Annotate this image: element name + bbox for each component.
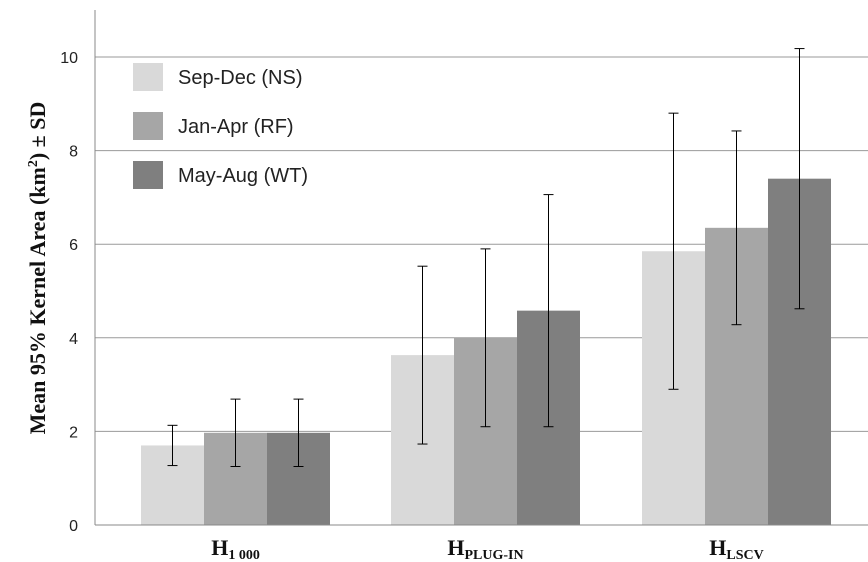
legend: Sep-Dec (NS) Jan-Apr (RF) May-Aug (WT) xyxy=(133,63,308,189)
y-tick-labels: 0 2 4 6 8 10 xyxy=(60,50,78,535)
axes xyxy=(94,10,868,526)
legend-label: May-Aug (WT) xyxy=(178,165,308,187)
legend-swatch xyxy=(133,63,163,91)
legend-label: Jan-Apr (RF) xyxy=(178,116,294,138)
legend-swatch xyxy=(133,161,163,189)
legend-label: Sep-Dec (NS) xyxy=(178,67,302,89)
error-bars xyxy=(167,48,805,467)
y-tick-label: 4 xyxy=(69,331,78,348)
x-category-label: H1 000 xyxy=(211,535,260,562)
x-category-labels: H1 000 HPLUG-IN HLSCV xyxy=(211,535,764,562)
y-tick-label: 10 xyxy=(60,50,78,67)
y-tick-label: 0 xyxy=(69,518,78,535)
x-category-label: HPLUG-IN xyxy=(447,535,523,562)
y-tick-label: 6 xyxy=(69,237,78,254)
y-tick-label: 2 xyxy=(69,424,78,441)
y-axis-label: Mean 95% Kernel Area (km2) ± SD xyxy=(25,102,50,435)
x-category-label: HLSCV xyxy=(709,535,763,562)
y-tick-label: 8 xyxy=(69,144,78,161)
legend-swatch xyxy=(133,112,163,140)
